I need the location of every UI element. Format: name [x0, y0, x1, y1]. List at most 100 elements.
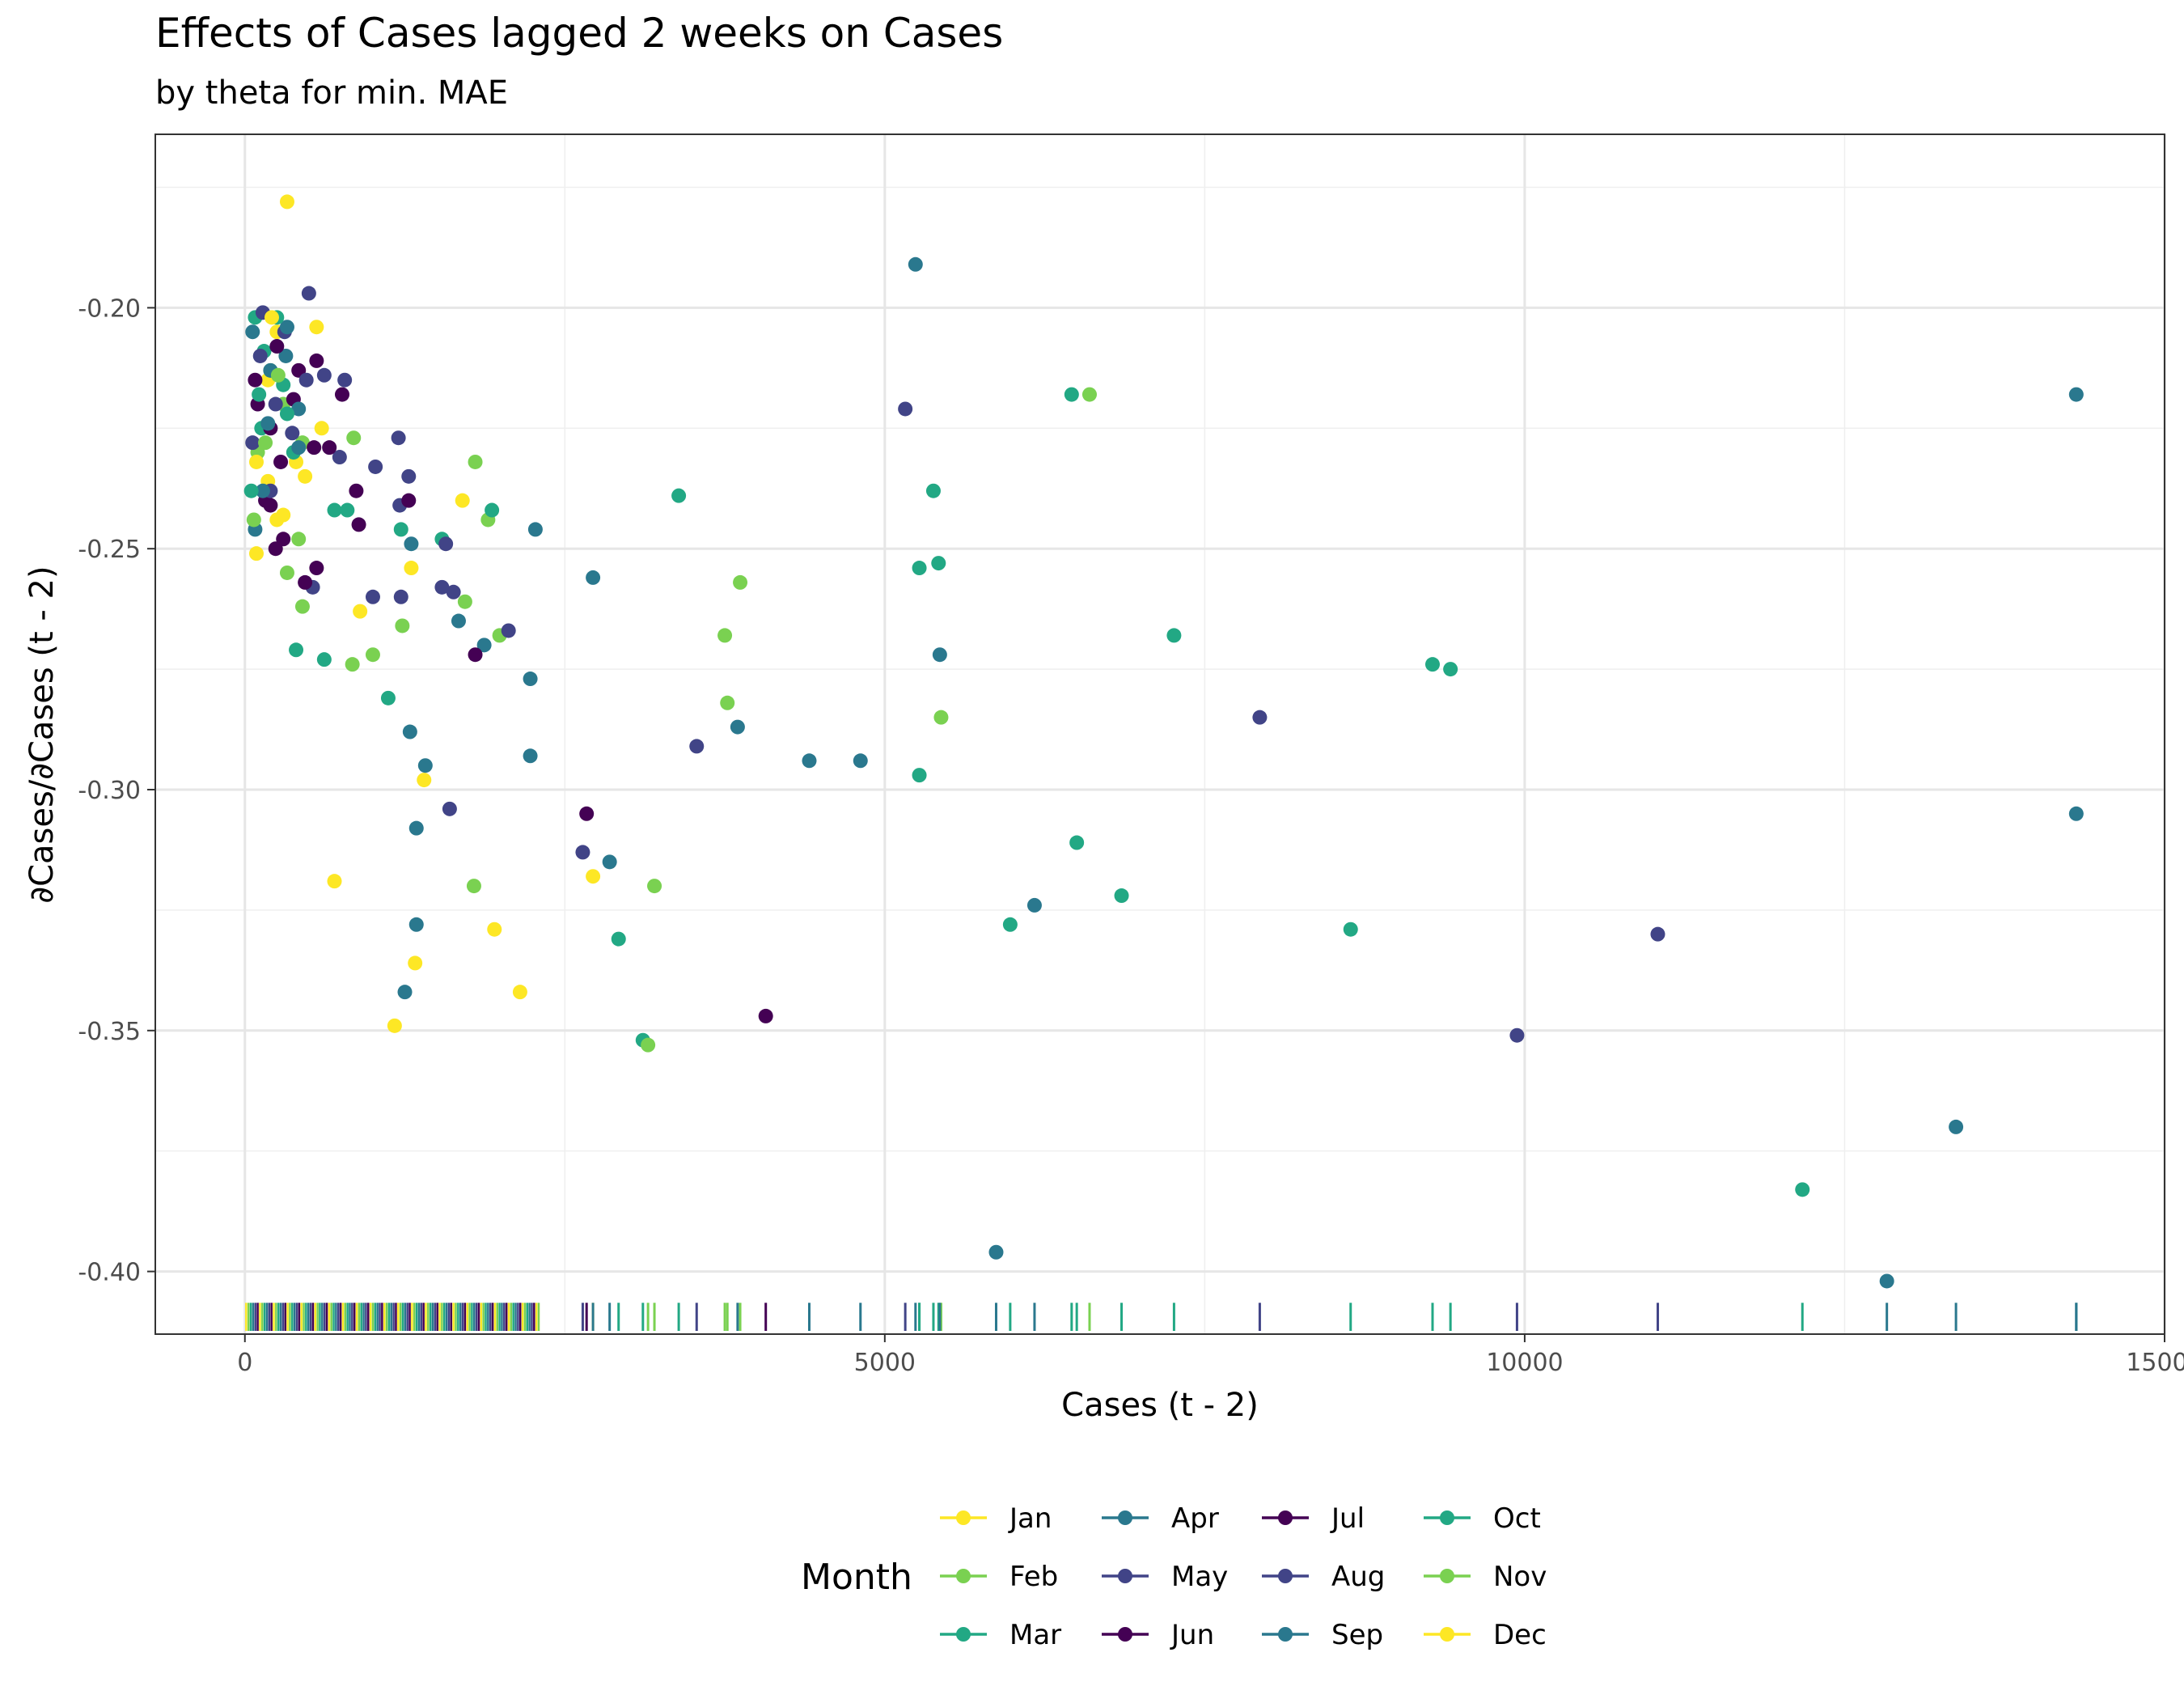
data-point-nov	[291, 532, 307, 547]
data-point-feb	[294, 599, 310, 614]
panel-background	[155, 134, 2165, 1334]
x-axis: 0 5000 10000 15000	[237, 1334, 2184, 1377]
data-point-jun	[579, 806, 595, 821]
data-point-may	[438, 536, 454, 552]
data-point-aug	[298, 372, 314, 388]
data-point-may	[285, 426, 300, 441]
panel-border	[154, 133, 2165, 1335]
data-point-oct	[252, 387, 267, 402]
data-point-apr	[586, 570, 601, 585]
legend-marker	[956, 1627, 971, 1642]
data-point-mar	[485, 502, 500, 518]
data-point-jan	[279, 194, 294, 210]
data-point-jun	[401, 493, 417, 508]
data-point-sep	[260, 416, 276, 431]
legend-label: Sep	[1331, 1619, 1383, 1651]
data-point-apr	[291, 440, 307, 455]
plot-panel	[154, 133, 2166, 1335]
data-point-mar	[671, 488, 687, 503]
legend-item-mar: Mar	[940, 1619, 1061, 1651]
data-point-sep	[255, 483, 270, 498]
data-point-apr	[523, 672, 538, 687]
data-point-apr	[245, 324, 260, 340]
data-point-jan	[512, 985, 527, 1000]
data-point-may	[391, 430, 406, 446]
data-point-mar	[1166, 628, 1182, 643]
data-point-apr	[402, 724, 417, 739]
legend-label: Dec	[1493, 1619, 1547, 1651]
x-tick-label: 15000	[2126, 1349, 2184, 1377]
legend-marker	[1118, 1510, 1132, 1525]
data-point-may	[301, 286, 316, 301]
data-point-mar	[316, 652, 332, 667]
legend-item-feb: Feb	[940, 1561, 1058, 1593]
data-point-may	[252, 348, 268, 363]
data-point-dec	[264, 310, 279, 325]
data-point-jul	[322, 440, 337, 455]
data-point-feb	[468, 454, 483, 469]
data-point-may	[1509, 1027, 1525, 1043]
data-point-dec	[248, 454, 264, 469]
legend: Month Jan Feb Mar Apr May Jun Jul Aug Sep Oct Nov D…	[801, 1502, 1547, 1651]
legend-marker	[1278, 1627, 1293, 1642]
data-point-apr	[602, 854, 617, 870]
data-point-apr	[404, 536, 419, 552]
data-point-apr	[908, 256, 923, 272]
data-point-feb	[346, 430, 362, 446]
data-point-apr	[1879, 1273, 1894, 1289]
data-point-mar	[393, 522, 408, 537]
data-point-apr	[853, 753, 868, 769]
data-point-may	[575, 845, 590, 860]
rug-marks	[245, 1303, 2078, 1331]
legend-marker	[1278, 1569, 1293, 1583]
data-point-oct	[1343, 922, 1358, 937]
data-point-mar	[289, 642, 304, 658]
data-point-jan	[353, 604, 368, 619]
data-point-jun	[248, 372, 263, 388]
data-point-may	[446, 584, 461, 600]
data-point-apr	[730, 719, 745, 735]
data-point-apr	[1026, 897, 1042, 913]
data-point-may	[1650, 926, 1666, 942]
data-point-feb	[345, 657, 360, 672]
data-point-aug	[245, 435, 260, 451]
chart-subtitle: by theta for min. MAE	[155, 74, 508, 112]
data-point-apr	[417, 758, 433, 773]
data-point-may	[401, 468, 417, 484]
data-point-sep	[291, 401, 307, 417]
data-point-mar	[912, 768, 927, 783]
x-axis-label: Cases (t - 2)	[1061, 1387, 1259, 1424]
data-point-mar	[380, 690, 396, 705]
legend-label: Apr	[1171, 1502, 1219, 1535]
legend-item-dec: Dec	[1424, 1619, 1547, 1651]
data-point-feb	[647, 879, 662, 894]
data-point-jan	[327, 874, 342, 889]
data-point-feb	[1081, 387, 1097, 402]
data-point-may	[501, 623, 516, 638]
legend-label: Jun	[1170, 1619, 1214, 1651]
data-point-apr	[278, 348, 294, 363]
legend-label: Mar	[1009, 1619, 1061, 1651]
data-point-apr	[2068, 806, 2084, 821]
legend-item-aug: Aug	[1262, 1561, 1385, 1593]
data-point-may	[365, 589, 380, 604]
data-point-oct	[243, 483, 259, 498]
data-point-sep	[279, 320, 294, 335]
legend-marker	[1118, 1627, 1132, 1642]
legend-item-sep: Sep	[1262, 1619, 1383, 1651]
data-point-feb	[395, 618, 410, 633]
data-point-may	[689, 739, 705, 754]
data-point-apr	[451, 613, 466, 629]
data-point-jan	[586, 869, 601, 884]
data-point-jan	[408, 955, 423, 971]
x-tick-label: 0	[237, 1349, 252, 1377]
data-point-dec	[276, 507, 291, 523]
data-point-nov	[641, 1037, 656, 1053]
data-point-dec	[298, 468, 313, 484]
data-point-may	[268, 396, 283, 412]
data-point-feb	[279, 565, 294, 580]
y-tick-label: -0.35	[78, 1018, 141, 1046]
legend-label: Feb	[1009, 1561, 1058, 1593]
data-point-mar	[340, 502, 355, 518]
data-point-oct	[1443, 662, 1458, 677]
